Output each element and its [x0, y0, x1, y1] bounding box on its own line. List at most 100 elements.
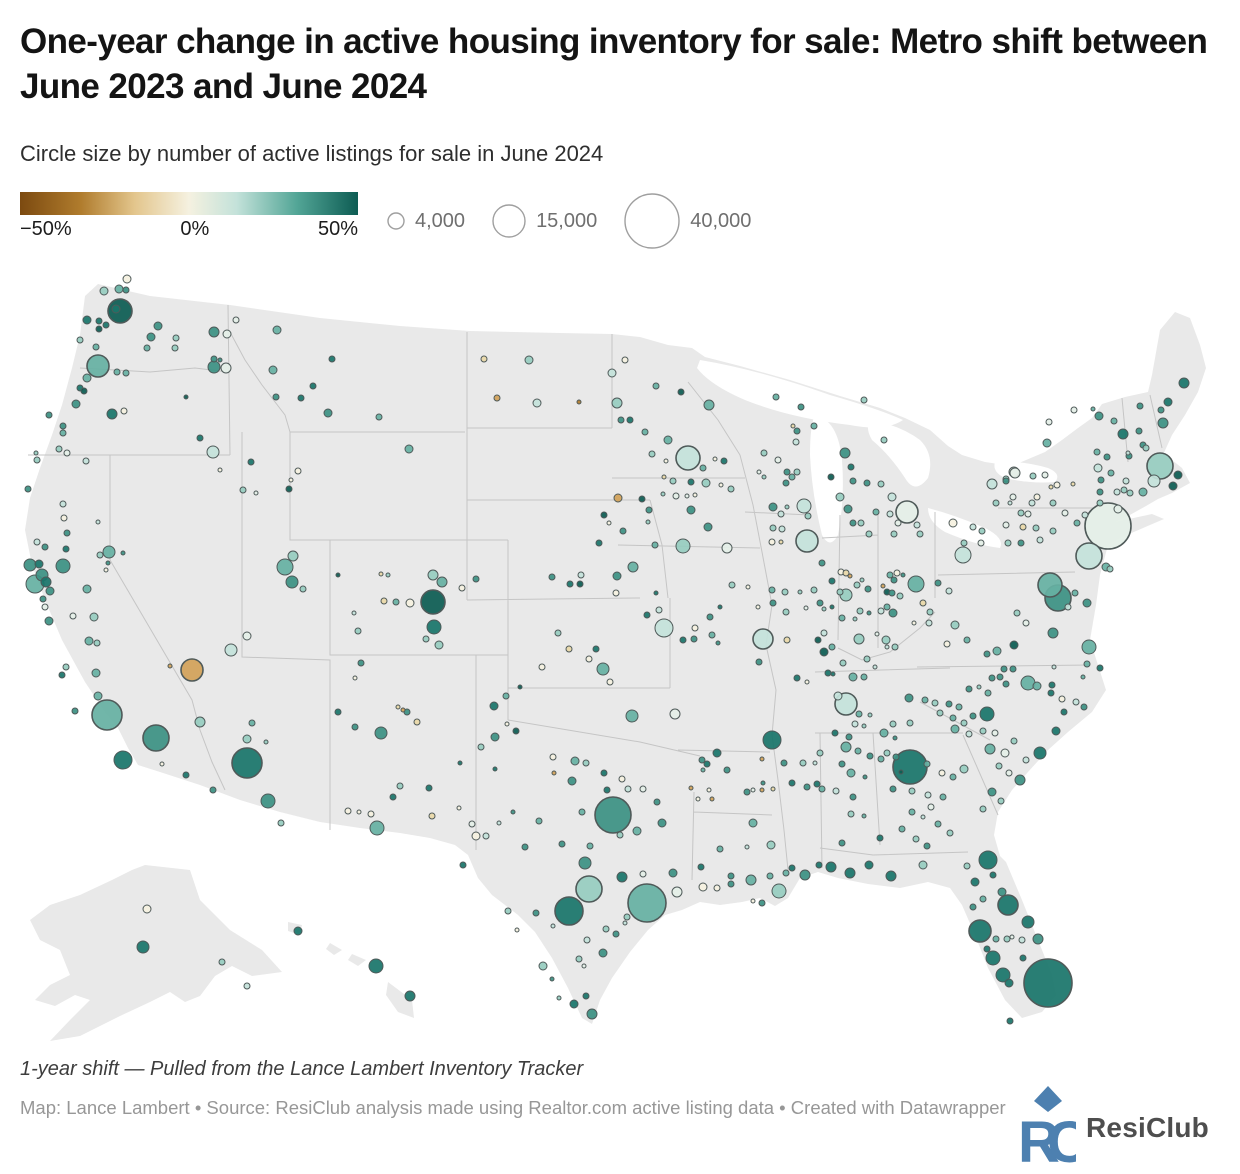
metro-circle[interactable] [532, 909, 540, 917]
metro-circle[interactable] [856, 607, 864, 615]
metro-circle[interactable] [838, 839, 846, 847]
metro-circle[interactable] [1009, 467, 1021, 479]
metro-circle[interactable] [600, 769, 608, 777]
metro-circle[interactable] [1004, 539, 1012, 547]
metro-circle[interactable] [41, 603, 49, 611]
metro-circle[interactable] [103, 567, 109, 573]
metro-circle[interactable] [1037, 572, 1063, 598]
metro-circle[interactable] [594, 796, 632, 834]
metro-circle[interactable] [44, 616, 54, 626]
metro-circle[interactable] [600, 511, 608, 519]
metro-circle[interactable] [652, 382, 660, 390]
metro-circle[interactable] [792, 438, 800, 446]
metro-circle[interactable] [277, 819, 285, 827]
metro-circle[interactable] [745, 584, 751, 590]
metro-circle[interactable] [468, 820, 476, 828]
metro-circle[interactable] [793, 427, 801, 435]
metro-circle[interactable] [645, 506, 653, 514]
metro-circle[interactable] [39, 595, 47, 603]
metro-circle[interactable] [893, 569, 901, 577]
metro-circle[interactable] [671, 886, 683, 898]
metro-circle[interactable] [621, 356, 629, 364]
metro-circle[interactable] [772, 393, 780, 401]
metro-circle[interactable] [889, 720, 897, 728]
metro-circle[interactable] [970, 877, 980, 887]
metro-circle[interactable] [293, 926, 303, 936]
metro-circle[interactable] [855, 710, 863, 718]
metro-circle[interactable] [842, 569, 850, 577]
metro-circle[interactable] [852, 616, 858, 622]
metro-circle[interactable] [93, 691, 103, 701]
metro-circle[interactable] [965, 730, 973, 738]
metro-circle[interactable] [911, 620, 917, 626]
metro-circle[interactable] [872, 664, 878, 670]
metro-circle[interactable] [675, 445, 701, 471]
metro-circle[interactable] [434, 640, 444, 650]
metro-circle[interactable] [510, 809, 516, 815]
metro-circle[interactable] [638, 495, 646, 503]
metro-circle[interactable] [217, 357, 223, 363]
metro-circle[interactable] [790, 423, 796, 429]
metro-circle[interactable] [755, 658, 763, 666]
metro-circle[interactable] [380, 597, 388, 605]
metro-circle[interactable] [328, 355, 336, 363]
metro-circle[interactable] [80, 387, 88, 395]
metro-circle[interactable] [396, 782, 404, 790]
metro-circle[interactable] [777, 510, 785, 518]
metro-circle[interactable] [716, 845, 724, 853]
metro-circle[interactable] [883, 749, 891, 757]
metro-circle[interactable] [759, 787, 765, 793]
metro-circle[interactable] [596, 662, 610, 676]
metro-circle[interactable] [920, 814, 926, 820]
metro-circle[interactable] [578, 808, 586, 816]
metro-circle[interactable] [171, 344, 179, 352]
metro-circle[interactable] [946, 829, 954, 837]
metro-circle[interactable] [1083, 660, 1091, 668]
metro-circle[interactable] [369, 820, 385, 836]
metro-circle[interactable] [1051, 664, 1057, 670]
metro-circle[interactable] [532, 398, 542, 408]
metro-circle[interactable] [207, 360, 221, 374]
metro-circle[interactable] [686, 505, 696, 515]
metro-circle[interactable] [782, 869, 790, 877]
metro-circle[interactable] [569, 999, 579, 1009]
metro-circle[interactable] [866, 610, 872, 616]
metro-circle[interactable] [576, 399, 582, 405]
metro-circle[interactable] [1002, 477, 1010, 485]
metro-circle[interactable] [395, 704, 401, 710]
metro-circle[interactable] [788, 864, 796, 872]
metro-circle[interactable] [607, 368, 617, 378]
metro-circle[interactable] [1000, 748, 1010, 758]
metro-circle[interactable] [1053, 481, 1061, 489]
metro-circle[interactable] [550, 923, 556, 929]
metro-circle[interactable] [575, 955, 583, 963]
metro-circle[interactable] [242, 734, 252, 744]
metro-circle[interactable] [677, 388, 685, 396]
metro-circle[interactable] [105, 560, 111, 566]
metro-circle[interactable] [309, 382, 317, 390]
metro-circle[interactable] [34, 559, 44, 569]
metro-circle[interactable] [845, 733, 853, 741]
metro-circle[interactable] [886, 571, 894, 579]
resiclub-logo[interactable]: R C ResiClub [1020, 1086, 1225, 1170]
metro-circle[interactable] [208, 326, 220, 338]
metro-circle[interactable] [795, 529, 819, 553]
metro-circle[interactable] [1093, 463, 1103, 473]
metro-circle[interactable] [706, 613, 714, 621]
metro-circle[interactable] [913, 521, 921, 529]
metro-circle[interactable] [661, 474, 667, 480]
metro-circle[interactable] [890, 530, 898, 538]
metro-circle[interactable] [1004, 978, 1014, 988]
metro-circle[interactable] [987, 787, 997, 797]
metro-circle[interactable] [782, 608, 790, 616]
metro-circle[interactable] [578, 856, 592, 870]
metro-circle[interactable] [1090, 406, 1096, 412]
metro-circle[interactable] [1009, 665, 1017, 673]
metro-circle[interactable] [684, 493, 690, 499]
metro-circle[interactable] [945, 587, 953, 595]
metro-circle[interactable] [1094, 411, 1104, 421]
metro-circle[interactable] [182, 771, 190, 779]
metro-circle[interactable] [243, 982, 251, 990]
metro-circle[interactable] [1009, 640, 1019, 650]
metro-circle[interactable] [367, 810, 375, 818]
